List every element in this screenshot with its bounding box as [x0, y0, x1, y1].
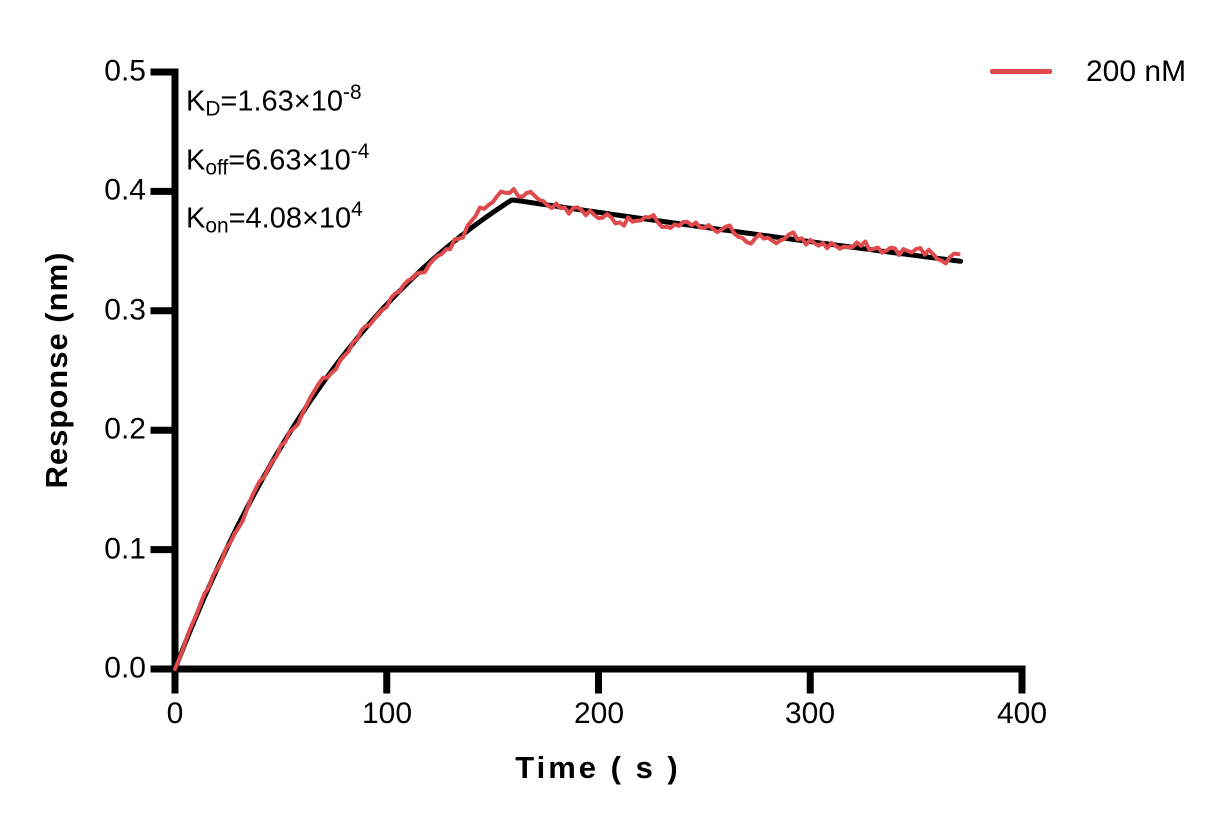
fit-line [172, 197, 964, 672]
koff-value: =6.63×10 [228, 144, 351, 177]
kd-symbol: K [186, 85, 206, 118]
y-tick-label: 0.5 [104, 54, 146, 88]
x-axis-title: Time ( s ) [515, 750, 681, 785]
legend-label-200nM: 200 nM [1086, 55, 1187, 88]
kd-annotation: KD=1.63×10-8 [186, 72, 369, 131]
kon-subscript: on [205, 215, 229, 239]
series-200nM-line [173, 187, 961, 671]
koff-subscript: off [205, 156, 229, 180]
koff-annotation: Koff=6.63×10-4 [186, 131, 369, 190]
kon-value: =4.08×10 [228, 202, 352, 235]
y-tick-label: 0.4 [104, 173, 146, 207]
y-tick-label: 0.3 [104, 293, 146, 327]
x-tick-label: 400 [996, 697, 1048, 730]
koff-exponent: -4 [350, 139, 370, 163]
legend-line-200nM [990, 69, 1052, 74]
kd-exponent: -8 [343, 81, 362, 104]
y-axis-title: Response (nm) [39, 251, 74, 489]
kon-exponent: 4 [351, 198, 363, 222]
kon-annotation: Kon=4.08×104 [186, 189, 369, 248]
y-tick-label: 0.2 [104, 412, 146, 446]
koff-symbol: K [186, 144, 206, 177]
x-tick-label: 100 [361, 697, 413, 730]
x-tick-label: 200 [573, 697, 625, 730]
kd-value: =1.63×10 [220, 85, 343, 118]
y-tick-label: 0.0 [104, 651, 146, 685]
kinetics-annotation: KD=1.63×10-8 Koff=6.63×10-4 Kon=4.08×104 [186, 72, 369, 248]
x-tick-label: 0 [166, 697, 184, 730]
kon-symbol: K [186, 202, 206, 235]
kd-subscript: D [205, 97, 221, 121]
x-tick-label: 300 [784, 697, 836, 730]
y-tick-label: 0.1 [104, 532, 146, 566]
